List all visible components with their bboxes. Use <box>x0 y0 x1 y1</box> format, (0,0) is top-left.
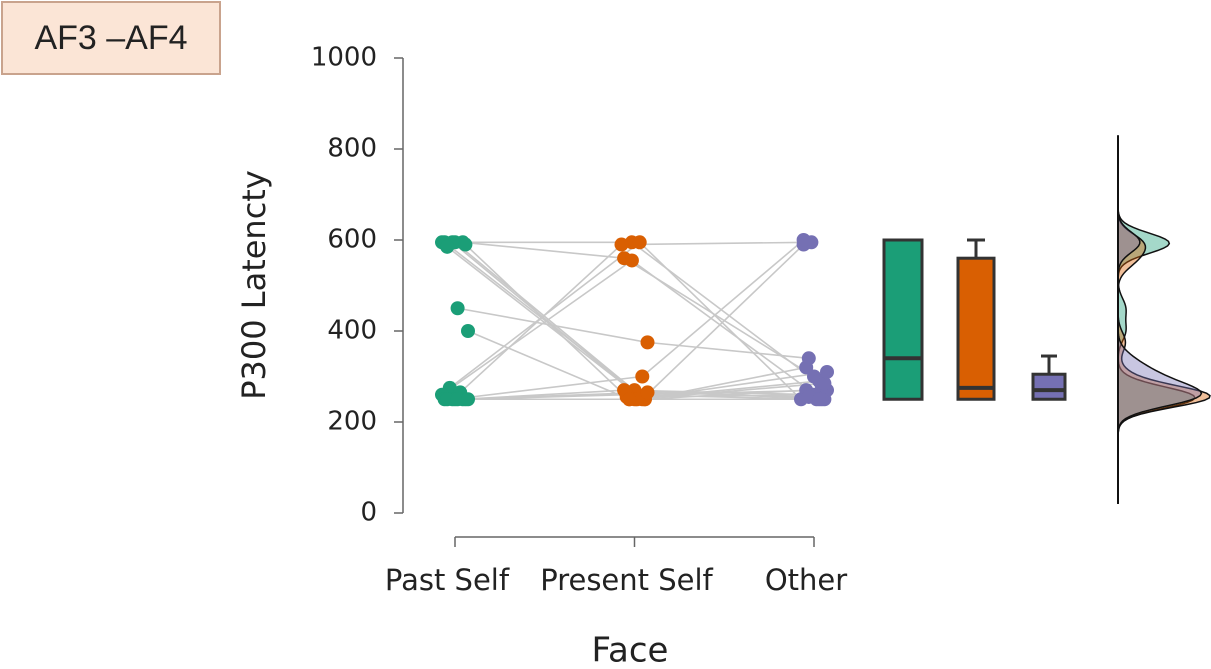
x-tick-label: Present Self <box>540 563 713 597</box>
point <box>635 369 650 384</box>
x-tick-label: Past Self <box>385 563 510 597</box>
point <box>801 351 816 366</box>
point <box>461 392 475 407</box>
point <box>440 392 455 407</box>
box <box>882 238 924 401</box>
point <box>817 376 832 391</box>
point <box>450 301 465 316</box>
box <box>956 256 996 401</box>
x-axis-title: Face <box>592 631 669 669</box>
density <box>1117 135 1203 504</box>
point <box>640 385 655 400</box>
point <box>614 237 629 252</box>
point <box>796 233 811 247</box>
y-tick-label: 800 <box>327 134 377 164</box>
point <box>812 392 827 407</box>
point <box>450 392 465 407</box>
point <box>820 364 834 379</box>
label-box <box>1 1 221 75</box>
y-tick-label: 0 <box>360 498 377 528</box>
y-tick-label: 400 <box>327 316 377 346</box>
density <box>1117 135 1196 504</box>
box <box>1031 372 1067 401</box>
y-axis-title: P300 Latencty <box>235 170 273 400</box>
point <box>801 389 816 404</box>
point <box>640 335 655 350</box>
point <box>440 239 455 254</box>
point <box>622 392 637 407</box>
x-tick-label: Other <box>765 563 847 597</box>
point <box>461 324 475 338</box>
y-tick-label: 200 <box>327 407 377 437</box>
point <box>624 253 639 268</box>
y-tick-label: 1000 <box>311 43 377 73</box>
point <box>458 237 473 252</box>
y-tick-label: 600 <box>327 225 377 255</box>
panel-label: AF3 –AF4 <box>34 19 187 57</box>
density <box>1117 135 1211 504</box>
point <box>632 235 647 250</box>
